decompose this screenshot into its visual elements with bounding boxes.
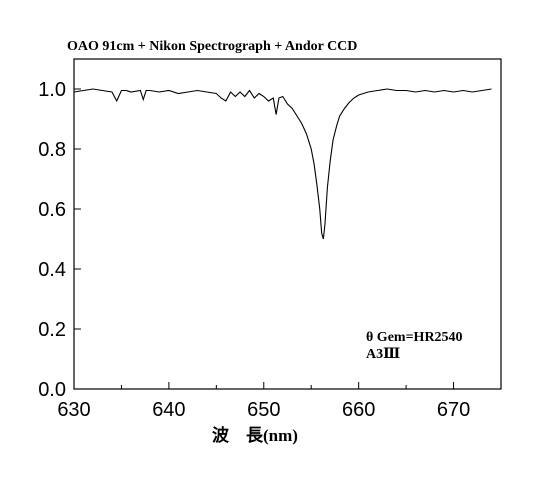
x-tick-label: 660 bbox=[342, 399, 375, 421]
y-tick-label: 0.2 bbox=[38, 319, 66, 341]
y-axis: 0.0 0.2 0.4 0.6 0.8 1.0 bbox=[38, 79, 81, 401]
y-tick-label: 0.4 bbox=[38, 259, 66, 281]
x-tick-label: 650 bbox=[247, 399, 280, 421]
y-tick-label: 1.0 bbox=[38, 79, 66, 101]
annotation-star-name: θ Gem=HR2540 bbox=[366, 330, 463, 345]
y-tick-label: 0.0 bbox=[38, 379, 66, 401]
spectrum-series-line bbox=[73, 88, 492, 240]
plot-area-frame bbox=[73, 58, 502, 390]
y-tick-label: 0.8 bbox=[38, 139, 66, 161]
x-axis: 630 640 650 660 670 bbox=[57, 382, 470, 421]
x-tick-label: 630 bbox=[57, 399, 90, 421]
y-tick-label: 0.6 bbox=[38, 199, 66, 221]
chart-title: OAO 91cm + Nikon Spectrograph + Andor CC… bbox=[67, 39, 357, 54]
x-axis-label: 波 長(nm) bbox=[212, 425, 298, 445]
x-tick-label: 670 bbox=[437, 399, 470, 421]
x-tick-label: 640 bbox=[152, 399, 185, 421]
annotation-spectral-type: A3Ⅲ bbox=[366, 347, 400, 362]
